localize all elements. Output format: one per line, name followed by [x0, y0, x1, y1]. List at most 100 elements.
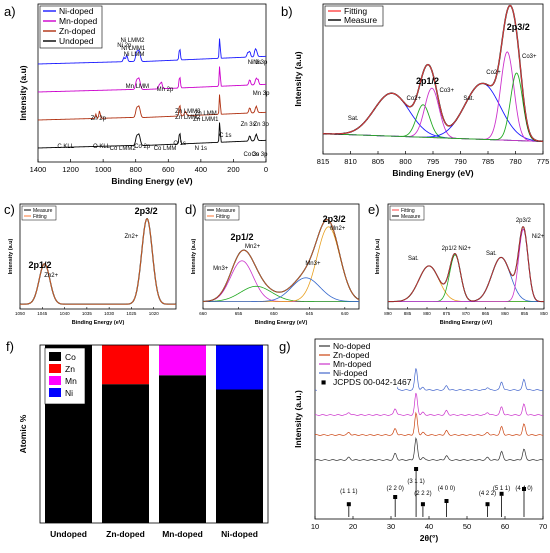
x-tick-label: 880	[423, 311, 431, 316]
x-tick-label: 1040	[60, 311, 71, 316]
x-tick-label: 1400	[30, 165, 47, 174]
annotation-ni: Ni 3p	[253, 60, 268, 66]
annotation-ni: Ni LMM1	[121, 46, 146, 52]
annotation: 2p1/2 Ni2+	[442, 246, 472, 252]
bar-mn	[159, 345, 206, 376]
annotation-zn: Zn 3s	[241, 122, 256, 128]
reference-label: (4 2 2)	[479, 491, 496, 497]
plot-frame	[37, 3, 267, 163]
component-peak-3	[203, 277, 359, 302]
x-tick-label: 640	[341, 311, 349, 316]
legend-label: Co	[65, 352, 76, 362]
reference-marker	[420, 502, 425, 507]
annotation: 2p1/2	[29, 260, 52, 270]
legend-label: Zn-doped	[59, 26, 96, 36]
chart-b: b) 815 810 805 800 795 790 785 780 775 Binding Ene…	[281, 3, 550, 178]
panel-label-b: b)	[281, 4, 293, 19]
x-tick-label: Ni-doped	[221, 529, 258, 539]
legend-label: Measure	[33, 208, 53, 214]
x-tick-label: 810	[344, 157, 357, 166]
annotation-ni: Ni LMM2	[120, 38, 145, 44]
fitting-line	[20, 218, 176, 305]
legend-label: Zn	[65, 364, 75, 374]
y-axis-label: Intensity (a.u)	[293, 51, 303, 106]
x-tick-label: 660	[199, 311, 207, 316]
legend-label: Measure	[344, 15, 377, 25]
annotation: Co3+	[522, 54, 537, 60]
x-tick-label: 865	[482, 311, 490, 316]
bar-co	[159, 375, 206, 523]
x-tick-label: 1030	[104, 311, 115, 316]
annotation-co: Co LMM2	[110, 146, 137, 152]
bar-co	[216, 389, 263, 523]
annotation: 2p3/2	[135, 206, 158, 216]
fitting-line	[388, 226, 544, 302]
x-tick-label: 780	[509, 157, 522, 166]
plot-frame	[39, 344, 269, 524]
x-tick-label: 805	[372, 157, 385, 166]
legend-label: No-doped	[333, 341, 371, 351]
x-tick-label: 400	[195, 165, 208, 174]
chart-e: e) 890 885 880 875 870 865 860 855 850 Binding Ene…	[368, 202, 548, 326]
legend-label: Ni-doped	[333, 368, 368, 378]
annotation: 2p1/2	[416, 76, 439, 86]
component-peak-2	[322, 87, 544, 142]
annotation: 2p3/2	[507, 22, 530, 32]
reference-label: (3 1 1)	[407, 479, 424, 485]
x-tick-label: 60	[501, 522, 509, 531]
annotation-zn: Zn LMM2	[175, 115, 201, 121]
annotation-co: O 1s	[173, 141, 186, 147]
legend-label: Mn-doped	[333, 359, 372, 369]
reference-label: (4 0 0)	[438, 486, 455, 492]
annotation: Mn3+	[305, 261, 321, 267]
legend-label: Fitting	[216, 214, 230, 220]
legend-label: Fitting	[33, 214, 47, 220]
x-tick-label: 1050	[15, 311, 26, 316]
fitting-line	[322, 5, 544, 142]
panel-e: e) 890 885 880 875 870 865 860 855 850 Binding Ene…	[366, 200, 550, 333]
x-tick-label: Undoped	[50, 529, 87, 539]
x-tick-label: 1200	[62, 165, 79, 174]
x-tick-label: 1000	[95, 165, 112, 174]
panel-label-f: f)	[6, 339, 14, 354]
panel-d: d) 660 655 650 645 640 Binding Energy (eV) Inte…	[183, 200, 363, 333]
legend-label: Fitting	[401, 208, 415, 214]
x-tick-label: 1020	[149, 311, 160, 316]
legend-label: Zn-doped	[333, 350, 370, 360]
x-axis-label: Binding Energy (eV)	[72, 320, 125, 326]
x-axis-label: Binding Energy (eV)	[111, 176, 192, 186]
x-tick-label: 775	[537, 157, 550, 166]
x-tick-label: 890	[384, 311, 392, 316]
annotation-zn: Zn 2p	[91, 116, 107, 122]
annotation-mn: Mn LMM	[126, 84, 149, 90]
annotation: 2p3/2	[323, 214, 346, 224]
legend-swatch	[49, 352, 61, 361]
y-axis-label: Intensity (a.u)	[191, 238, 197, 274]
annotation: Zn2+	[44, 273, 58, 279]
x-tick-label: 1025	[126, 311, 137, 316]
reference-marker	[346, 502, 351, 507]
bar-zn	[102, 345, 149, 385]
legend-label: Mn	[65, 376, 77, 386]
panel-label-c: c)	[4, 202, 15, 217]
annotation-ni: Ni LMM	[124, 52, 145, 58]
panel-label-g: g)	[279, 339, 291, 354]
annotation: Ni2+	[532, 234, 545, 240]
panel-g: g) 10 20 30 40 50 60 70 2θ(°) Intensity (a.u.) No-…	[275, 335, 550, 553]
bar-ni	[216, 345, 263, 390]
series-line-undoped	[37, 122, 267, 149]
annotation-zn: Zn LMM	[195, 111, 217, 117]
annotation-co: Co 3s	[243, 152, 259, 158]
component-peak-5	[322, 72, 544, 142]
x-tick-label: 860	[501, 311, 509, 316]
x-tick-label: 30	[387, 522, 395, 531]
y-axis-label: Intensity (a.u)	[8, 238, 14, 274]
annotation: 2p3/2	[516, 218, 532, 224]
legend-marker: ■	[321, 377, 326, 387]
component-peak-1	[203, 285, 359, 302]
annotation-ni: Ni 2p	[117, 43, 132, 49]
x-tick-label: 50	[463, 522, 471, 531]
series-line-mn-doped	[37, 66, 267, 93]
annotation: Co2+	[406, 96, 421, 102]
annotation: Mn3+	[213, 266, 229, 272]
